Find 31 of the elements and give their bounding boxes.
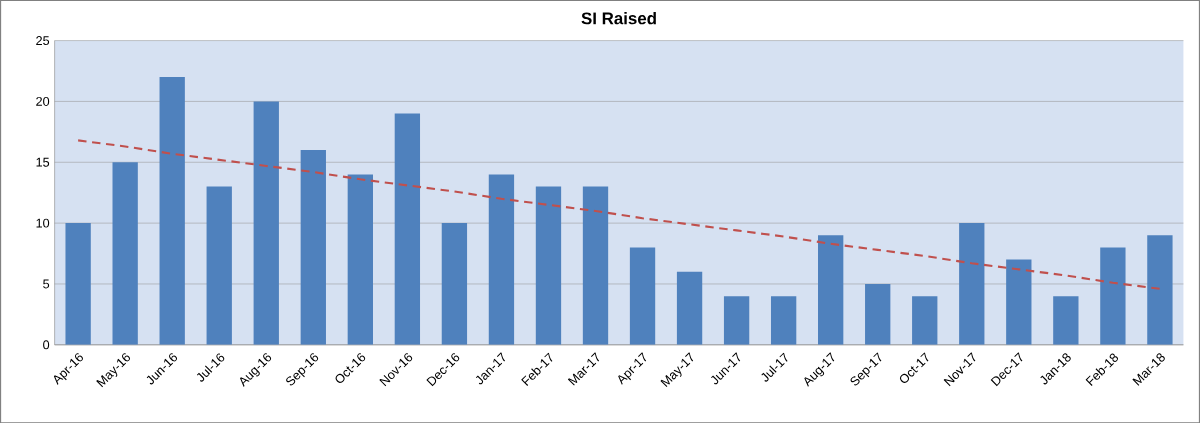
bar bbox=[253, 101, 279, 345]
bar bbox=[347, 174, 373, 345]
y-tick-label: 25 bbox=[36, 35, 50, 45]
bar bbox=[818, 235, 844, 345]
bar bbox=[159, 76, 185, 345]
bar bbox=[912, 295, 938, 345]
bar bbox=[865, 283, 891, 345]
y-tick-label: 10 bbox=[36, 218, 50, 228]
bar bbox=[959, 222, 985, 345]
bar bbox=[1100, 247, 1126, 345]
y-tick-label: 20 bbox=[36, 96, 50, 106]
bar bbox=[723, 295, 750, 345]
bar bbox=[441, 222, 468, 345]
y-tick-label: 0 bbox=[43, 340, 50, 350]
bar bbox=[488, 174, 515, 345]
bar bbox=[1147, 235, 1173, 345]
bar bbox=[676, 271, 703, 345]
chart-title: SI Raised bbox=[581, 11, 656, 25]
bar bbox=[206, 186, 232, 345]
bar bbox=[770, 295, 797, 345]
bar bbox=[629, 247, 656, 345]
y-tick-label: 15 bbox=[36, 157, 50, 167]
bar bbox=[65, 222, 91, 345]
bar bbox=[300, 149, 326, 345]
bar bbox=[535, 186, 562, 345]
bar bbox=[582, 186, 609, 345]
bar bbox=[1053, 295, 1079, 345]
y-tick-label: 5 bbox=[43, 279, 50, 289]
bar bbox=[1006, 259, 1032, 345]
bar bbox=[112, 162, 138, 345]
bar bbox=[394, 113, 421, 345]
